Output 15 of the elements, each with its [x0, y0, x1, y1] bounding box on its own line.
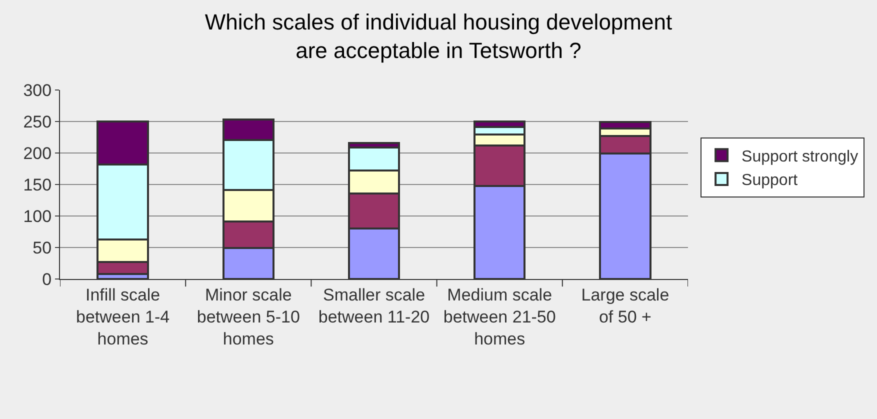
legend-label: Support: [742, 172, 798, 190]
y-tick-label: 0: [42, 270, 52, 289]
x-tick-label: Infill scale between 1-4 homes: [76, 285, 170, 349]
legend-label: Support strongly: [742, 148, 858, 166]
y-tick-label: 300: [23, 80, 52, 100]
y-tick-label: 50: [32, 238, 52, 258]
x-tick-label: Minor scale between 5-10 homes: [196, 285, 300, 349]
chart-title: Which scales of individual housing development are acceptable in Tetsworth ?: [204, 9, 672, 63]
y-tick-label: 200: [23, 144, 52, 163]
x-tick-label: Smaller scale between 11-20: [318, 285, 430, 326]
y-tick-label: 100: [23, 206, 52, 226]
x-tick-label: Large scale of 50 +: [581, 285, 670, 326]
y-tick-label: 250: [23, 112, 52, 132]
y-tick-label: 150: [23, 175, 52, 194]
x-tick-label: Medium scale between 21-50 homes: [443, 285, 556, 349]
